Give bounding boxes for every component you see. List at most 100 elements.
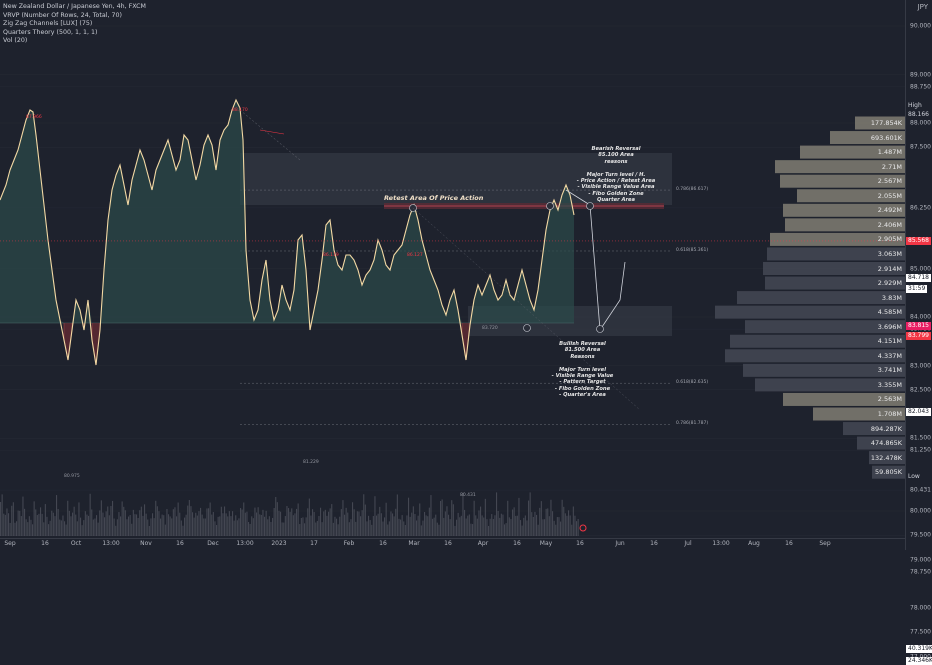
pivot-label: 80.431	[460, 493, 476, 499]
price-tag: 83.815	[906, 321, 931, 330]
volume-bar	[264, 516, 266, 536]
volume-bar	[572, 506, 574, 536]
time-tick-label: Nov	[140, 540, 152, 547]
volume-profile-value: 177.854K	[870, 119, 902, 127]
volume-profile-value: 3.063M	[877, 249, 902, 258]
volume-bar	[142, 515, 144, 536]
volume-bar	[315, 522, 317, 536]
volume-bar	[224, 506, 226, 536]
volume-bar	[345, 507, 347, 536]
volume-bar	[0, 502, 2, 536]
zigzag-line	[239, 109, 301, 161]
volume-bar	[1, 494, 3, 536]
volume-bar	[491, 514, 493, 536]
volume-bar	[521, 525, 523, 536]
chart-canvas[interactable]	[0, 0, 932, 550]
volume-indicator[interactable]: Vol (20)	[3, 37, 28, 45]
volume-bar	[555, 524, 557, 536]
price-tag: 24.346K	[906, 657, 932, 665]
price-tick-label: 89.000	[910, 71, 931, 78]
volume-profile-bar	[737, 291, 905, 305]
volume-bar	[505, 523, 507, 536]
volume-profile-bar	[830, 131, 905, 145]
volume-bar	[337, 524, 339, 536]
volume-bar	[292, 515, 294, 536]
volume-bar	[398, 518, 400, 536]
volume-bar	[16, 521, 18, 536]
volume-bar	[472, 524, 474, 536]
volume-bar	[449, 519, 451, 536]
volume-profile-bar	[743, 363, 905, 377]
volume-bar	[198, 511, 200, 536]
volume-bar	[374, 496, 376, 536]
volume-bar	[4, 514, 6, 536]
volume-bar	[219, 516, 221, 536]
price-tag: 84.718	[906, 274, 931, 283]
volume-bar	[334, 516, 336, 536]
volume-bar	[361, 510, 363, 536]
price-tag: 31:59	[906, 284, 928, 293]
volume-bar	[369, 520, 371, 536]
volume-bar	[294, 513, 296, 536]
volume-bar	[550, 499, 552, 536]
volume-bar	[30, 519, 32, 536]
volume-bar	[41, 513, 43, 536]
volume-bar	[22, 496, 24, 536]
volume-bar	[68, 510, 70, 536]
volume-bar	[539, 507, 541, 536]
volume-bar	[523, 517, 525, 536]
volume-profile-value: 2.406M	[877, 220, 902, 229]
volume-bar	[192, 512, 194, 536]
volume-bar	[560, 521, 562, 536]
volume-bar	[102, 512, 104, 536]
time-tick-label: Feb	[343, 540, 355, 547]
fib-level-label: 0.786(81.787)	[676, 421, 709, 427]
volume-bar	[161, 514, 163, 536]
time-tick-label: 13:00	[712, 540, 730, 547]
price-tick-label: 88.000	[910, 119, 931, 127]
volume-bar	[348, 522, 350, 536]
time-axis[interactable]	[0, 538, 905, 551]
volume-bar	[324, 509, 326, 536]
volume-bar	[28, 516, 30, 536]
volume-bar	[563, 506, 565, 536]
volume-bar	[267, 519, 269, 536]
time-tick-label: May	[539, 540, 553, 547]
volume-bar	[110, 505, 112, 536]
zigzag-indicator[interactable]: Zig Zag Channels [LUX] (75)	[3, 20, 93, 28]
volume-bar	[214, 521, 216, 536]
volume-bar	[51, 510, 53, 536]
volume-bar	[176, 516, 178, 536]
quarters-indicator[interactable]: Quarters Theory (500, 1, 1, 1)	[3, 28, 98, 36]
volume-bar	[230, 516, 232, 536]
volume-bar	[545, 508, 547, 536]
volume-bar	[448, 514, 450, 536]
volume-bar	[206, 508, 208, 536]
volume-bar	[520, 520, 522, 536]
volume-bar	[488, 525, 490, 536]
volume-bar	[540, 501, 542, 536]
volume-bar	[500, 513, 502, 536]
volume-bar	[411, 512, 413, 536]
volume-bar	[352, 502, 354, 536]
volume-bar	[305, 517, 307, 536]
volume-bar	[236, 520, 238, 536]
volume-bar	[340, 509, 342, 536]
volume-bar	[43, 522, 45, 536]
volume-bar	[204, 518, 206, 536]
price-tick-label: 88.750	[910, 83, 931, 91]
symbol-title[interactable]: New Zealand Dollar / Japanese Yen, 4h, F…	[3, 3, 146, 10]
price-tag: 85.568	[906, 236, 931, 245]
volume-bar	[286, 505, 288, 536]
volume-bar	[220, 506, 222, 536]
price-tick-label: 82.500	[910, 386, 931, 394]
volume-bar	[556, 517, 558, 536]
time-tick-label: 16	[576, 540, 584, 547]
volume-bar	[428, 507, 430, 536]
volume-bar	[52, 512, 54, 536]
vrvp-indicator[interactable]: VRVP (Number Of Rows, 24, Total, 70)	[3, 11, 122, 19]
volume-bar	[121, 501, 123, 536]
volume-bar	[238, 518, 240, 536]
volume-bar	[390, 511, 392, 536]
volume-bar	[529, 492, 531, 536]
